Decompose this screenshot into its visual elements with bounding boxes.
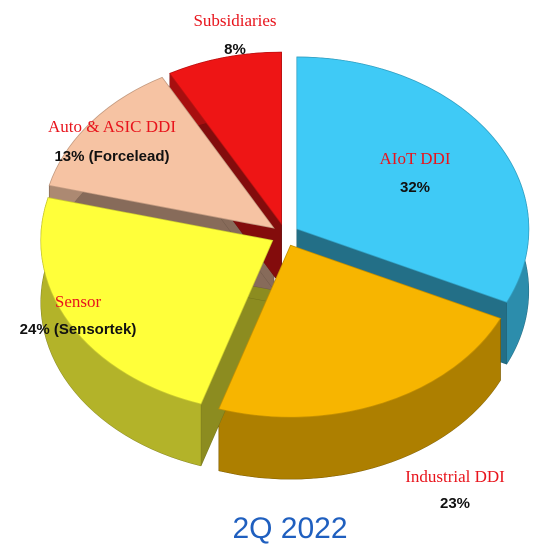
slice — [169, 51, 282, 226]
value-label: 32% — [400, 179, 430, 196]
pie-tops — [40, 51, 530, 418]
category-label: Sensor — [55, 292, 102, 311]
slice — [48, 76, 275, 229]
category-label: AIoT DDI — [380, 149, 451, 168]
value-label: 23% — [440, 495, 470, 512]
slice — [296, 56, 530, 303]
category-label: Auto & ASIC DDI — [48, 117, 176, 136]
chart-title: 2Q 2022 — [232, 512, 347, 545]
category-label: Industrial DDI — [405, 467, 505, 486]
labels: AIoT DDI 32% Industrial DDI 23% Sensor 24% (S… — [20, 11, 506, 512]
category-label: Subsidiaries — [193, 11, 276, 30]
slice — [218, 244, 502, 418]
value-label: 8% — [224, 41, 246, 58]
value-label: 24% (Sensortek) — [20, 321, 137, 338]
slice — [40, 197, 274, 405]
value-label: 13% (Forcelead) — [54, 148, 169, 165]
